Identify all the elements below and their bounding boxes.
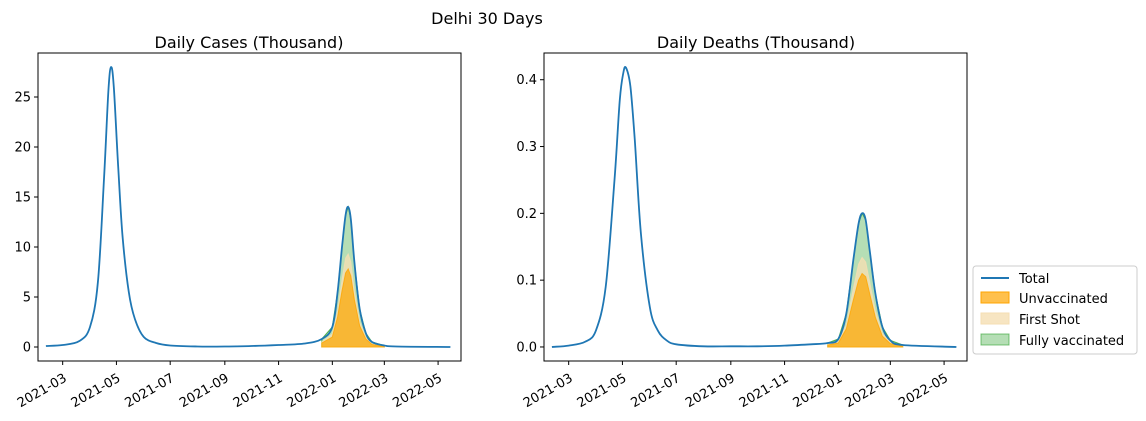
plot-area bbox=[45, 66, 451, 348]
deaths-chart: Daily Deaths (Thousand) 0.0 0.1 0.2 0.3 0.4 2… bbox=[516, 33, 968, 411]
deaths-chart-title: Daily Deaths (Thousand) bbox=[657, 33, 855, 52]
cases-chart: Daily Cases (Thousand) 0 5 10 15 20 25 2021-03… bbox=[14, 33, 462, 411]
x-tick-label: 2021-11 bbox=[737, 371, 792, 411]
y-tick-label: 0.2 bbox=[516, 207, 537, 222]
x-tick-label: 2021-03 bbox=[15, 371, 70, 411]
y-tick-label: 25 bbox=[14, 91, 31, 106]
y-tick-label: 10 bbox=[14, 241, 31, 256]
line-total bbox=[551, 65, 957, 348]
legend-frame bbox=[972, 265, 1138, 355]
x-tick-label: 2021-07 bbox=[629, 371, 684, 411]
line-total bbox=[45, 66, 451, 348]
legend-label-total: Total bbox=[1018, 272, 1049, 287]
x-tick-label: 2021-03 bbox=[521, 371, 576, 411]
y-tick-label: 0.3 bbox=[516, 140, 537, 155]
x-tick-label: 2021-05 bbox=[575, 371, 630, 411]
x-tick-label: 2021-09 bbox=[177, 371, 232, 411]
x-tick-label: 2021-07 bbox=[123, 371, 178, 411]
cases-chart-title: Daily Cases (Thousand) bbox=[155, 33, 344, 52]
legend-swatch-fully-vaccinated bbox=[980, 333, 1010, 346]
x-tick-label: 2021-05 bbox=[69, 371, 124, 411]
x-tick-label: 2022-03 bbox=[843, 371, 898, 411]
legend: Total Unvaccinated First Shot Fully vacc… bbox=[972, 265, 1138, 355]
legend-label-first-shot: First Shot bbox=[1019, 313, 1080, 328]
x-tick-label: 2022-01 bbox=[285, 371, 340, 411]
y-tick-label: 0.1 bbox=[516, 274, 537, 289]
x-tick-label: 2022-03 bbox=[337, 371, 392, 411]
axes-frame bbox=[543, 52, 968, 362]
x-tick-label: 2021-11 bbox=[231, 371, 286, 411]
legend-swatch-first-shot bbox=[980, 312, 1010, 325]
y-tick-label: 15 bbox=[14, 191, 31, 206]
x-tick-label: 2022-05 bbox=[896, 371, 951, 411]
y-tick-label: 0.4 bbox=[516, 73, 537, 88]
figure-title: Delhi 30 Days bbox=[431, 9, 543, 28]
x-tick-label: 2022-05 bbox=[390, 371, 445, 411]
x-tick-label: 2022-01 bbox=[791, 371, 846, 411]
area-unvaccinated bbox=[321, 267, 385, 348]
legend-swatch-unvaccinated bbox=[980, 291, 1010, 304]
y-tick-label: 5 bbox=[23, 291, 31, 306]
legend-label-unvaccinated: Unvaccinated bbox=[1019, 292, 1108, 307]
axes-frame bbox=[37, 52, 462, 362]
y-tick-label: 20 bbox=[14, 141, 31, 156]
legend-label-fully-vaccinated: Fully vaccinated bbox=[1019, 334, 1124, 349]
y-tick-label: 0.0 bbox=[516, 340, 537, 355]
plot-area bbox=[551, 65, 957, 348]
x-tick-label: 2021-09 bbox=[683, 371, 738, 411]
y-tick-label: 0 bbox=[23, 341, 31, 356]
